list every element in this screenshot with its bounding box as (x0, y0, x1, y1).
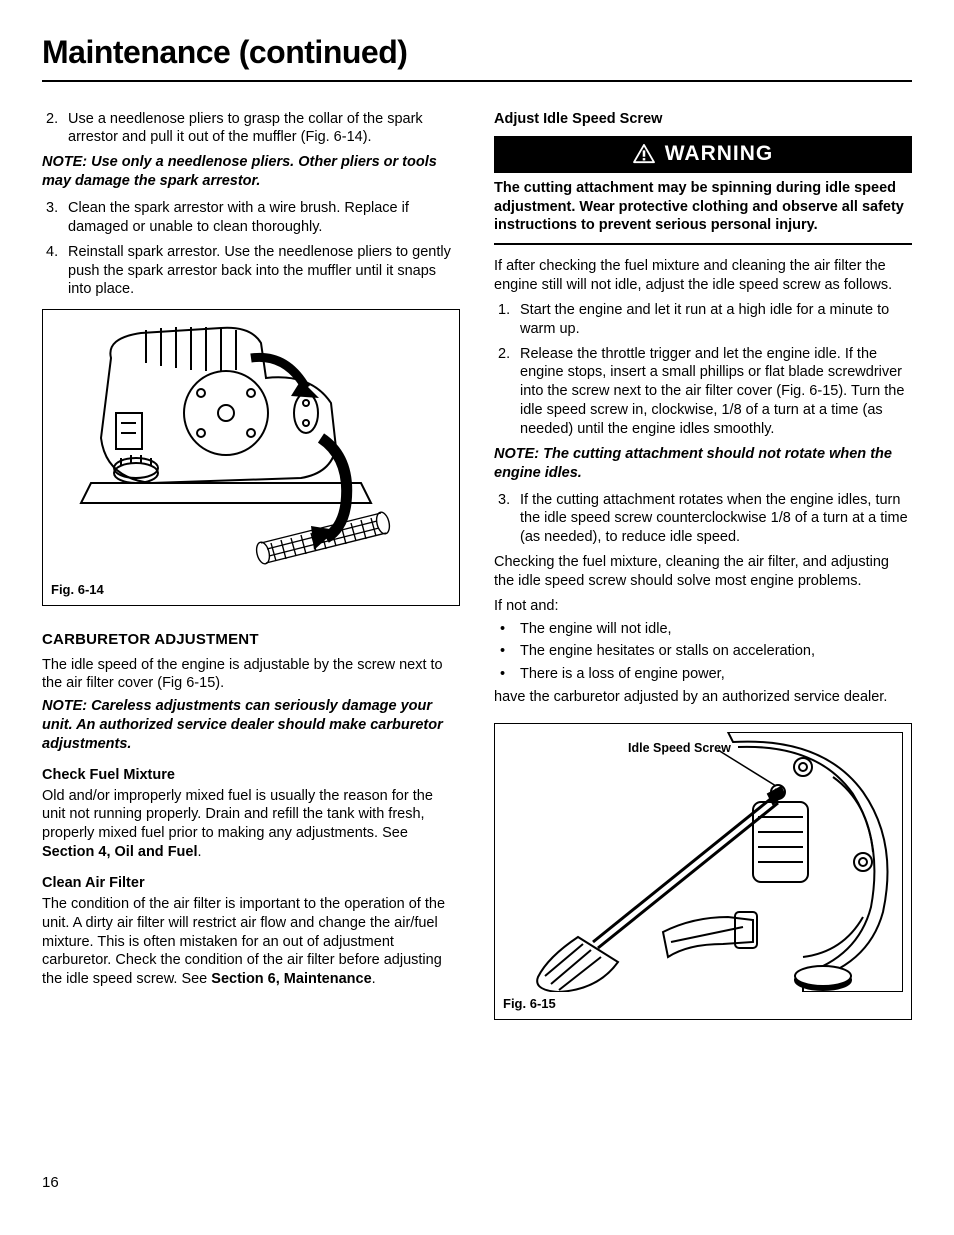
list-item: 2. Use a needlenose pliers to grasp the … (42, 110, 460, 148)
text: . (372, 971, 376, 987)
note-needlenose: NOTE: Use only a needlenose pliers. Othe… (42, 153, 460, 191)
check-fuel-body: Old and/or improperly mixed fuel is usua… (42, 787, 460, 862)
step-number: 3. (42, 199, 68, 237)
step-text: Reinstall spark arrestor. Use the needle… (68, 243, 460, 300)
note-cutting-attachment: NOTE: The cutting attachment should not … (494, 445, 912, 483)
section-ref: Section 4, Oil and Fuel (42, 844, 198, 860)
idle-steps-part1: 1. Start the engine and let it run at a … (494, 301, 912, 439)
spark-arrestor-steps-part1: 2. Use a needlenose pliers to grasp the … (42, 110, 460, 148)
figure-caption: Fig. 6-14 (51, 582, 451, 599)
bullet-text: There is a loss of engine power, (520, 665, 912, 684)
step-text: Use a needlenose pliers to grasp the col… (68, 110, 460, 148)
step-number: 3. (494, 491, 520, 548)
page-title: Maintenance (continued) (42, 32, 912, 82)
left-column: 2. Use a needlenose pliers to grasp the … (42, 110, 460, 1044)
warning-triangle-icon (633, 144, 655, 164)
step-number: 2. (42, 110, 68, 148)
step-text: Start the engine and let it run at a hig… (520, 301, 912, 339)
spark-arrestor-steps-part2: 3. Clean the spark arrestor with a wire … (42, 199, 460, 299)
idle-intro: If after checking the fuel mixture and c… (494, 257, 912, 295)
adjust-idle-heading: Adjust Idle Speed Screw (494, 110, 912, 129)
idle-steps-part2: 3. If the cutting attachment rotates whe… (494, 491, 912, 548)
symptom-bullets: •The engine will not idle, •The engine h… (494, 620, 912, 685)
clean-air-body: The condition of the air filter is impor… (42, 895, 460, 989)
if-not-and: If not and: (494, 597, 912, 616)
section-ref: Section 6, Maintenance (211, 971, 371, 987)
step-text: Release the throttle trigger and let the… (520, 345, 912, 439)
engine-spark-arrestor-illustration (51, 318, 451, 578)
warning-banner: WARNING (494, 136, 912, 172)
closing-line: have the carburetor adjusted by an autho… (494, 688, 912, 707)
bullet-icon: • (494, 665, 520, 684)
list-item: 3. If the cutting attachment rotates whe… (494, 491, 912, 548)
step-text: Clean the spark arrestor with a wire bru… (68, 199, 460, 237)
list-item: •The engine hesitates or stalls on accel… (494, 642, 912, 661)
bullet-text: The engine hesitates or stalls on accele… (520, 642, 912, 661)
right-column: Adjust Idle Speed Screw WARNING The cutt… (494, 110, 912, 1044)
list-item: 3. Clean the spark arrestor with a wire … (42, 199, 460, 237)
list-item: 1. Start the engine and let it run at a … (494, 301, 912, 339)
idle-speed-screw-label: Idle Speed Screw (628, 741, 731, 755)
check-fuel-heading: Check Fuel Mixture (42, 766, 460, 785)
text: . (198, 844, 202, 860)
clean-air-heading: Clean Air Filter (42, 874, 460, 893)
note-careless-adjustments: NOTE: Careless adjustments can seriously… (42, 697, 460, 754)
two-column-layout: 2. Use a needlenose pliers to grasp the … (42, 110, 912, 1044)
text: Old and/or improperly mixed fuel is usua… (42, 788, 433, 842)
bullet-icon: • (494, 620, 520, 639)
figure-caption: Fig. 6-15 (503, 996, 903, 1013)
bullet-icon: • (494, 642, 520, 661)
bullet-text: The engine will not idle, (520, 620, 912, 639)
step-text: If the cutting attachment rotates when t… (520, 491, 912, 548)
warning-body: The cutting attachment may be spinning d… (494, 173, 912, 246)
warning-label: WARNING (665, 140, 774, 167)
idle-speed-screw-illustration: Idle Speed Screw (503, 732, 903, 992)
figure-6-15: Idle Speed Screw Fig. 6-15 (494, 723, 912, 1020)
list-item: •There is a loss of engine power, (494, 665, 912, 684)
carburetor-adjustment-heading: CARBURETOR ADJUSTMENT (42, 630, 460, 650)
step-number: 2. (494, 345, 520, 439)
step-number: 4. (42, 243, 68, 300)
closing-paragraph: Checking the fuel mixture, cleaning the … (494, 553, 912, 591)
page: Maintenance (continued) 2. Use a needlen… (42, 32, 912, 1192)
list-item: 4. Reinstall spark arrestor. Use the nee… (42, 243, 460, 300)
list-item: 2. Release the throttle trigger and let … (494, 345, 912, 439)
carburetor-intro: The idle speed of the engine is adjustab… (42, 656, 460, 694)
page-number: 16 (42, 1173, 59, 1193)
list-item: •The engine will not idle, (494, 620, 912, 639)
step-number: 1. (494, 301, 520, 339)
figure-6-14: Fig. 6-14 (42, 309, 460, 606)
